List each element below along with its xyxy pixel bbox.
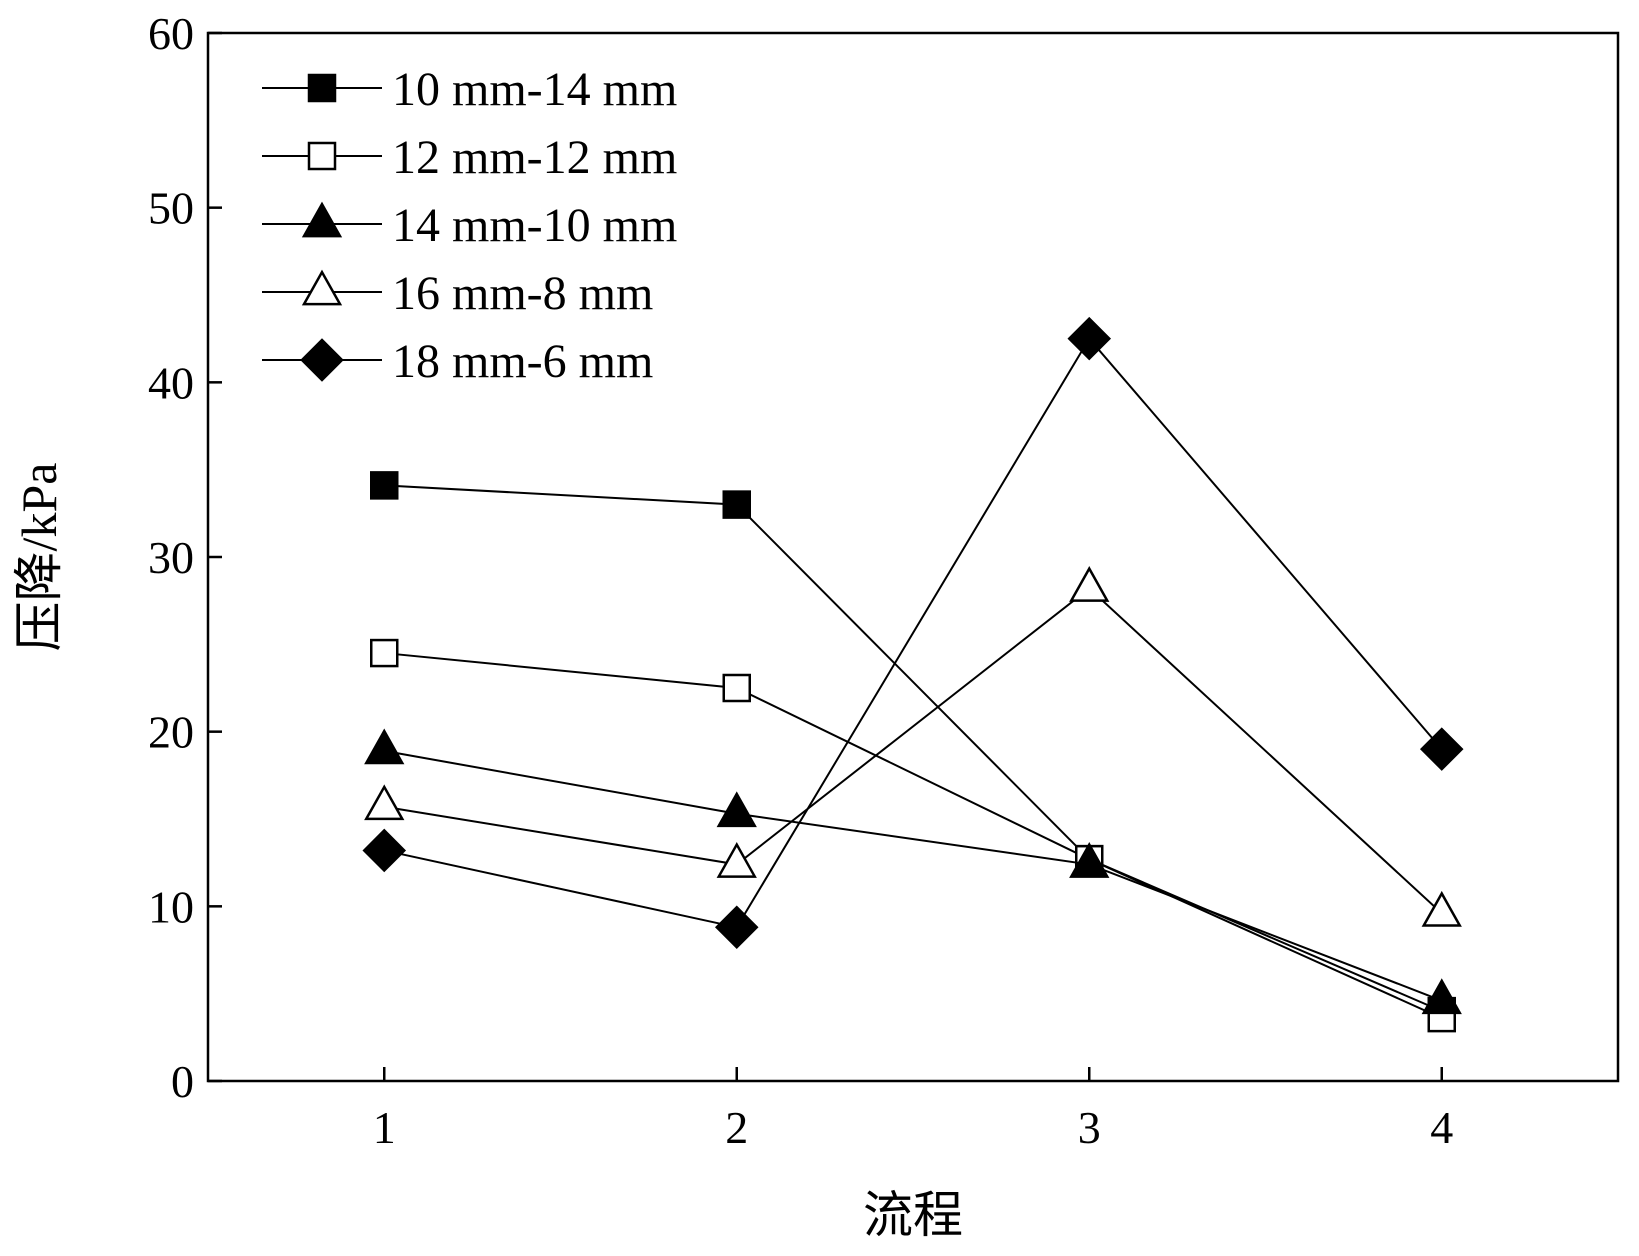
data-point: [722, 673, 751, 703]
series-layer: [362, 316, 1464, 1033]
y-tick-label: 30: [148, 532, 194, 583]
y-tick-label: 0: [171, 1056, 194, 1107]
series-line: [384, 652, 1443, 1020]
data-point: [1069, 842, 1110, 878]
data-point: [362, 828, 407, 873]
x-tick-label: 2: [725, 1102, 748, 1153]
y-axis-title: 压降/kPa: [11, 463, 67, 652]
data-point: [364, 728, 405, 765]
legend-marker: [301, 269, 343, 306]
series-5: [362, 316, 1464, 950]
data-point: [1069, 566, 1110, 602]
series-line: [384, 484, 1443, 1013]
series-line: [384, 749, 1443, 1002]
x-tick-label: 3: [1078, 1102, 1101, 1153]
legend-item: 16 mm-8 mm: [262, 267, 653, 320]
series-2: [370, 638, 1456, 1033]
legend-label: 16 mm-8 mm: [392, 267, 653, 320]
data-point: [370, 471, 399, 500]
legend-item: 12 mm-12 mm: [262, 131, 677, 184]
data-point: [1421, 890, 1462, 927]
legend-marker: [307, 141, 337, 171]
data-point: [1421, 978, 1462, 1015]
series-1: [370, 471, 1456, 1026]
legend-item: 14 mm-10 mm: [262, 199, 677, 252]
y-tick-label: 50: [148, 183, 194, 234]
legend-item: 18 mm-6 mm: [262, 335, 653, 388]
y-tick-label: 60: [148, 8, 194, 59]
y-axis: 0 10 20 30 40 50 60: [148, 8, 222, 1107]
legend-marker: [307, 73, 337, 103]
plot-frame: [206, 31, 1620, 1083]
data-point: [370, 638, 399, 668]
data-point: [714, 905, 759, 950]
legend-label: 14 mm-10 mm: [392, 199, 677, 252]
x-axis-title: 流程: [863, 1187, 963, 1243]
legend-marker: [300, 338, 344, 382]
data-point: [1419, 727, 1464, 771]
legend-label: 10 mm-14 mm: [392, 63, 677, 116]
data-point: [1067, 316, 1112, 361]
y-tick-label: 20: [148, 707, 194, 758]
legend-label: 12 mm-12 mm: [392, 131, 677, 184]
legend-item: 10 mm-14 mm: [262, 63, 677, 116]
series-line: [384, 336, 1443, 929]
x-tick-label: 1: [373, 1102, 396, 1153]
data-point: [364, 784, 405, 821]
series-4: [364, 566, 1462, 927]
data-point: [716, 791, 757, 828]
y-tick-label: 40: [148, 357, 194, 408]
legend: 10 mm-14 mm 12 mm-12 mm 14 mm-10 mm 16 mm-8…: [262, 63, 677, 388]
data-point: [722, 490, 751, 519]
data-point: [716, 842, 757, 878]
y-tick-label: 10: [148, 881, 194, 932]
x-tick-label: 4: [1430, 1102, 1453, 1153]
legend-marker: [301, 201, 343, 238]
x-axis: 1 2 3 4: [373, 1067, 1453, 1153]
series-line: [384, 587, 1443, 915]
legend-label: 18 mm-6 mm: [392, 335, 653, 388]
series-3: [364, 728, 1462, 1015]
